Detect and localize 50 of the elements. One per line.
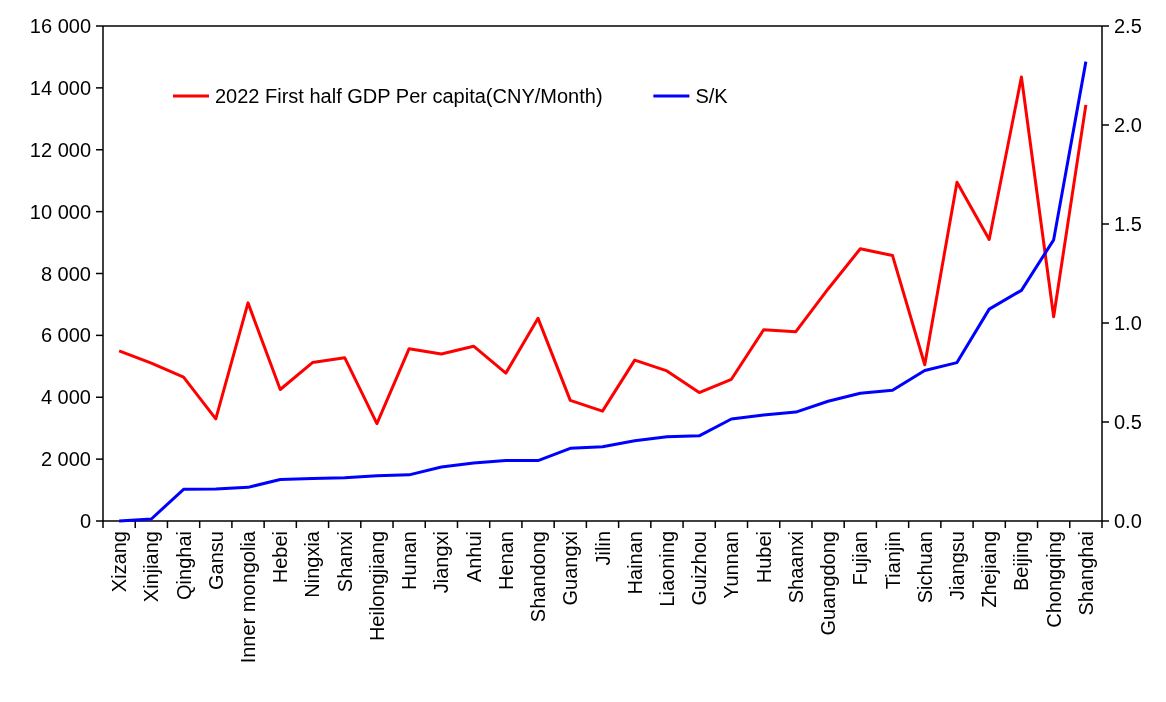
x-tick-label: Ningxia	[301, 530, 324, 598]
y-tick-label: 10 000	[29, 200, 91, 223]
x-tick-label: Hebei	[269, 531, 292, 584]
x-tick-label: Yunnan	[720, 531, 743, 599]
x-tick-label: Tianjin	[881, 531, 904, 590]
x-tick-label: Guangxi	[559, 531, 582, 606]
y2-tick-label: 0.5	[1114, 411, 1142, 433]
x-tick-label: Qinghai	[172, 531, 195, 600]
x-tick-label: Jiangsu	[945, 531, 968, 600]
y2-tick-label: 1.0	[1114, 312, 1142, 334]
x-tick-label: Hubei	[752, 531, 775, 584]
y-tick-label: 16 000	[29, 15, 91, 37]
x-tick-label: Hainan	[623, 531, 646, 595]
y-tick-label: 4 000	[40, 386, 91, 409]
y-tick-label: 2 000	[40, 448, 91, 471]
x-tick-label: Beijing	[1010, 531, 1033, 592]
line-series	[117, 75, 1088, 426]
x-tick-label: Xizang	[108, 531, 131, 593]
x-tick-label: Zhejiang	[978, 531, 1001, 608]
x-tick-label: Shandong	[527, 531, 550, 623]
x-tick-label: Henan	[494, 531, 517, 590]
legend-label: S/K	[695, 85, 729, 107]
y-tick-label: 0	[79, 510, 91, 532]
y2-tick-label: 0.0	[1114, 510, 1142, 532]
x-tick-label: Anhui	[462, 531, 485, 583]
x-tick-label: Shanghai	[1074, 531, 1097, 616]
y-tick-label: 8 000	[40, 262, 91, 285]
y-tick-label: 14 000	[29, 76, 91, 99]
x-tick-label: Jilin	[591, 531, 614, 566]
x-tick-label: Inner mongolia	[237, 530, 260, 664]
x-tick-label: Chongqing	[1042, 531, 1065, 628]
x-tick-label: Jiangxi	[430, 531, 453, 594]
y-tick-label: 12 000	[29, 138, 91, 161]
x-tick-label: Fujian	[849, 531, 872, 586]
y2-tick-label: 1.5	[1114, 213, 1142, 235]
legend-label: 2022 First half GDP Per capita(CNY/Month)	[215, 85, 603, 107]
x-tick-label: Gansu	[204, 531, 227, 590]
x-tick-label: Shaanxi	[784, 531, 807, 604]
y2-tick-label: 2.0	[1114, 114, 1142, 136]
x-tick-label: Heilongjiang	[365, 531, 388, 642]
line-series	[117, 60, 1088, 523]
x-tick-label: Sichuan	[913, 531, 936, 604]
x-tick-label: Guizhou	[688, 531, 711, 606]
x-tick-label: Liaoning	[655, 531, 678, 607]
x-tick-label: Hunan	[398, 531, 421, 590]
y-tick-label: 6 000	[40, 324, 91, 347]
y2-tick-label: 2.5	[1114, 15, 1142, 37]
x-tick-label: Shanxi	[333, 531, 356, 593]
x-tick-label: Xinjiang	[140, 531, 163, 603]
x-tick-label: Guangdong	[817, 531, 840, 636]
